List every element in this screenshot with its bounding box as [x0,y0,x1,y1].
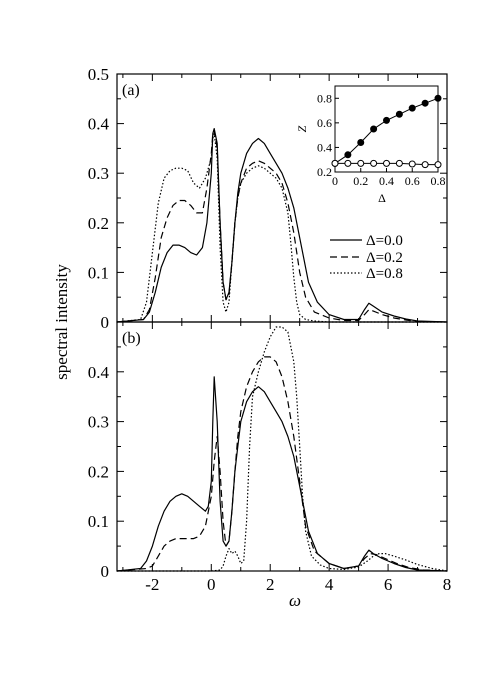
y-tick-label: 0 [101,562,110,581]
legend: Δ=0.0 Δ=0.2 Δ=0.8 [330,233,403,282]
series-line-b-dashed [116,356,448,572]
x-tick-label: 6 [384,575,393,594]
inset-y-tick-label: 0.2 [317,165,332,179]
inset-marker-open [434,161,442,169]
inset-marker-open [357,159,365,167]
y-tick-label: 0.2 [88,462,109,481]
inset-y-tick-label: 0.6 [317,116,332,130]
y-tick-label: 0.4 [88,363,110,382]
inset-marker-open [383,159,390,167]
inset-x-tick-label: 0.4 [379,174,394,188]
panel-b-label: (b) [122,330,141,347]
inset-marker-open [421,161,429,169]
panel-a-lines [116,128,448,323]
panel-a-label: (a) [122,82,140,99]
x-axis-title: ω [289,591,301,610]
x-tick-label: 0 [207,575,216,594]
y-tick-label: 0.5 [88,65,109,84]
inset-marker-filled [344,151,352,159]
inset-marker-filled [421,99,429,107]
y-tick-label: 0.3 [88,164,109,183]
inset-marker-filled [370,125,378,133]
inset-marker-filled [395,110,403,118]
legend-label-solid: Δ=0.0 [366,233,403,249]
legend-label-dashed: Δ=0.2 [366,250,403,266]
inset-marker-filled [383,116,390,124]
y-tick-label: 0.1 [88,263,109,282]
inset-marker-open [331,159,339,167]
panel-b-lines [116,326,448,572]
inset-marker-filled [408,104,416,112]
series-line-b-dotted [117,326,448,572]
inset-content: 0 0.2 0.4 0.6 0.80.20.40.60.8 [317,91,446,188]
inset-marker-open [344,159,352,167]
inset-marker-open [408,160,416,168]
x-tick-label: 2 [266,575,275,594]
y-tick-label: 0 [101,313,110,332]
inset-y-tick-label: 0.8 [317,91,332,105]
series-line-a-dashed [116,130,448,323]
x-tick-label: -2 [145,575,159,594]
inset-marker-filled [434,94,442,102]
inset-x-tick-label: 0 [332,174,338,188]
legend-label-dotted: Δ=0.8 [366,266,403,282]
y-tick-label: 0.1 [88,512,109,531]
inset-marker-open [395,159,403,167]
inset-frame [334,85,439,173]
y-tick-label: 0.4 [88,115,110,134]
inset-xlabel: Δ [378,191,386,205]
inset-ylabel: Z [295,125,309,132]
series-line-a-solid [116,128,448,323]
panel-b-ticks: -2 0 2 4 6 8 0 0.1 0.2 0.3 0.4 [88,321,452,594]
panel-b-frame [116,321,448,572]
inset-x-tick-label: 0.2 [353,174,368,188]
inset-marker-filled [357,139,365,147]
inset-y-tick-label: 0.4 [317,140,332,154]
y-tick-label: 0.2 [88,214,109,233]
y-axis-title: spectral intensity [52,264,71,380]
x-tick-label: 4 [325,575,334,594]
inset-x-tick-label: 0.6 [405,174,420,188]
panel-a-ticks: 0 0.1 0.2 0.3 0.4 0.5 [88,65,448,332]
y-tick-label: 0.3 [88,413,109,432]
inset-x-tick-label: 0.8 [431,174,446,188]
inset-marker-open [370,159,378,167]
series-line-b-solid [116,376,448,572]
x-tick-label: 8 [443,575,452,594]
